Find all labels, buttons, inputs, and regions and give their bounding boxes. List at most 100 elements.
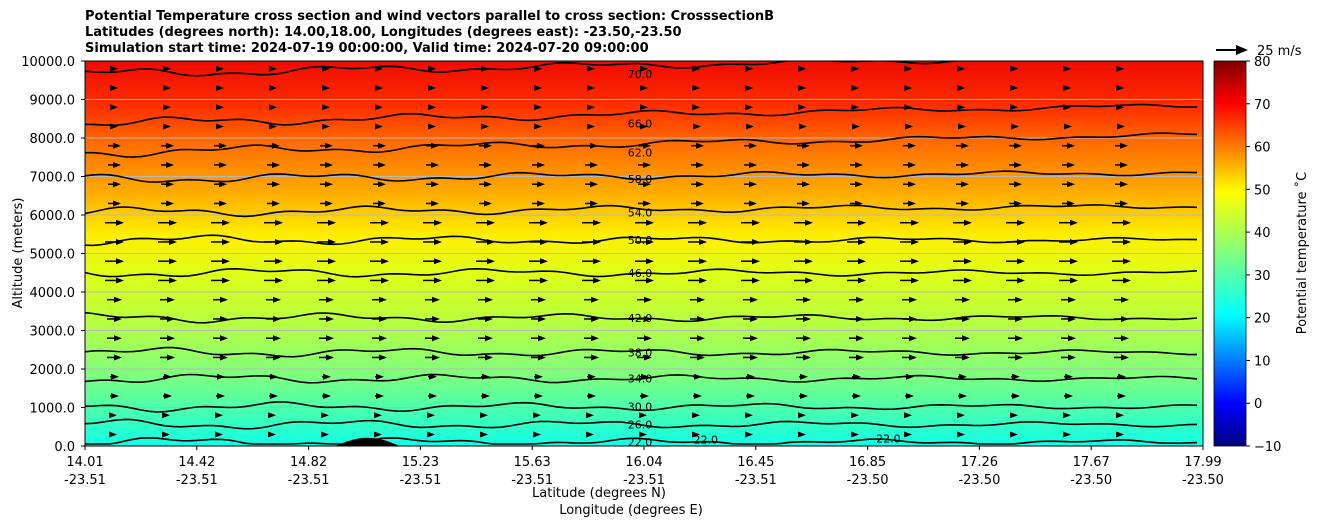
wind-vector-11-17 [1006, 219, 1025, 226]
colorbar-label: Potential temperature ˚C [1294, 172, 1310, 335]
wind-vector-6-5 [372, 315, 387, 322]
y-tick-label-3: 3000.0 [30, 325, 76, 340]
wind-vector-2-8 [534, 392, 543, 399]
wind-vector-6-18 [1061, 315, 1076, 322]
wind-vector-2-5 [375, 392, 384, 399]
wind-vector-head [428, 123, 436, 130]
wind-vector-1-15 [904, 412, 912, 419]
wind-vector-head [328, 238, 336, 245]
wind-vector-8-1 [158, 277, 177, 284]
wind-vector-19-13 [798, 65, 807, 72]
contour-label-10: 62.0 [628, 147, 653, 160]
wind-reference-label: 25 m/s [1257, 44, 1302, 59]
wind-vector-8-0 [105, 277, 124, 284]
wind-vector-11-7 [476, 219, 495, 226]
wind-vector-head [962, 335, 970, 342]
wind-vector-11-0 [105, 219, 124, 226]
wind-vector-14-1 [161, 161, 174, 168]
wind-vector-8-15 [900, 277, 919, 284]
wind-vector-15-9 [585, 142, 598, 149]
wind-vector-head [268, 431, 276, 438]
wind-vector-4-1 [160, 354, 175, 361]
wind-vector-10-19 [1112, 238, 1131, 245]
wind-vector-head [1121, 315, 1129, 322]
wind-vector-head [375, 104, 383, 111]
wind-vector-head [114, 335, 122, 342]
wind-vector-10-5 [370, 238, 389, 245]
wind-vector-8-18 [1059, 277, 1078, 284]
wind-vector-4-18 [1061, 354, 1076, 361]
wind-vector-head [803, 335, 811, 342]
wind-vector-12-10 [638, 200, 651, 207]
wind-vector-head [904, 104, 913, 111]
wind-vector-head [908, 181, 916, 188]
wind-vector-16-5 [375, 123, 383, 130]
wind-vector-head [591, 315, 599, 322]
wind-vector-18-17 [1010, 84, 1019, 91]
wind-vector-7-4 [319, 296, 334, 303]
wind-vector-7-17 [1008, 296, 1023, 303]
wind-vector-head [166, 142, 174, 149]
wind-vector-15-8 [532, 142, 545, 149]
wind-vector-head [374, 412, 382, 419]
wind-vector-16-8 [534, 123, 542, 130]
wind-vector-head [752, 219, 760, 226]
wind-vector-head [798, 84, 807, 91]
x-tick-lon-1: -23.51 [176, 473, 218, 488]
wind-vector-head [745, 412, 753, 419]
contour-line-8 [85, 204, 1198, 218]
wind-vector-head [1017, 277, 1025, 284]
wind-vector-5-4 [319, 335, 334, 342]
wind-vector-16-12 [746, 123, 754, 130]
wind-vector-head [588, 392, 596, 399]
wind-vector-head [964, 277, 972, 284]
wind-vector-head [114, 315, 122, 322]
wind-vector-1-18 [1063, 412, 1071, 419]
x-tick-lon-9: -23.50 [1070, 473, 1112, 488]
contour-label-12: 70.0 [628, 68, 653, 81]
wind-vector-14-14 [850, 161, 863, 168]
wind-vector-head [167, 354, 175, 361]
wind-vector-7-10 [637, 296, 652, 303]
wind-vector-head [803, 315, 811, 322]
wind-vector-11-3 [264, 219, 283, 226]
y-axis-ticks: 0.0 1000.0 2000.0 3000.0 4000.0 5000.0 6000.0 7… [21, 55, 85, 455]
wind-vector-5-6 [425, 335, 440, 342]
wind-vector-19-18 [1063, 65, 1072, 72]
wind-vector-1-8 [533, 412, 541, 419]
contour-label-1: 26.0 [628, 418, 653, 431]
wind-vector-19-12 [745, 65, 754, 72]
wind-vector-head [858, 277, 866, 284]
wind-vector-0-2 [215, 431, 223, 438]
wind-vector-1-13 [798, 412, 806, 419]
wind-vector-4-8 [531, 354, 546, 361]
wind-vector-head [164, 373, 172, 380]
wind-vector-13-7 [479, 181, 492, 188]
wind-vector-10-0 [105, 238, 124, 245]
wind-vector-17-12 [745, 104, 754, 111]
wind-vector-3-10 [640, 373, 649, 380]
wind-vector-head [1116, 412, 1124, 419]
wind-vector-head [114, 296, 122, 303]
contour-label-8: 54.0 [628, 206, 653, 219]
wind-vector-19-15 [904, 65, 913, 72]
wind-vector-3-18 [1064, 373, 1073, 380]
wind-vector-5-5 [372, 335, 387, 342]
x-tick-lon-3: -23.51 [399, 473, 441, 488]
wind-vector-11-14 [847, 219, 866, 226]
wind-vector-head [328, 258, 336, 265]
wind-vector-11-5 [370, 219, 389, 226]
wind-vector-3-3 [269, 373, 278, 380]
wind-vector-9-17 [1006, 258, 1025, 265]
wind-vector-head [1068, 315, 1076, 322]
wind-vector-head [696, 142, 704, 149]
wind-vector-head [375, 65, 383, 72]
wind-vector-0-15 [904, 431, 912, 438]
wind-vector-head [116, 219, 124, 226]
wind-vector-11-11 [688, 219, 707, 226]
wind-vector-head [957, 65, 966, 72]
wind-vector-7-8 [531, 296, 546, 303]
colorbar-tick-label-0: −10 [1254, 440, 1281, 455]
wind-vector-8-12 [741, 277, 760, 284]
wind-vector-17-16 [957, 104, 966, 111]
